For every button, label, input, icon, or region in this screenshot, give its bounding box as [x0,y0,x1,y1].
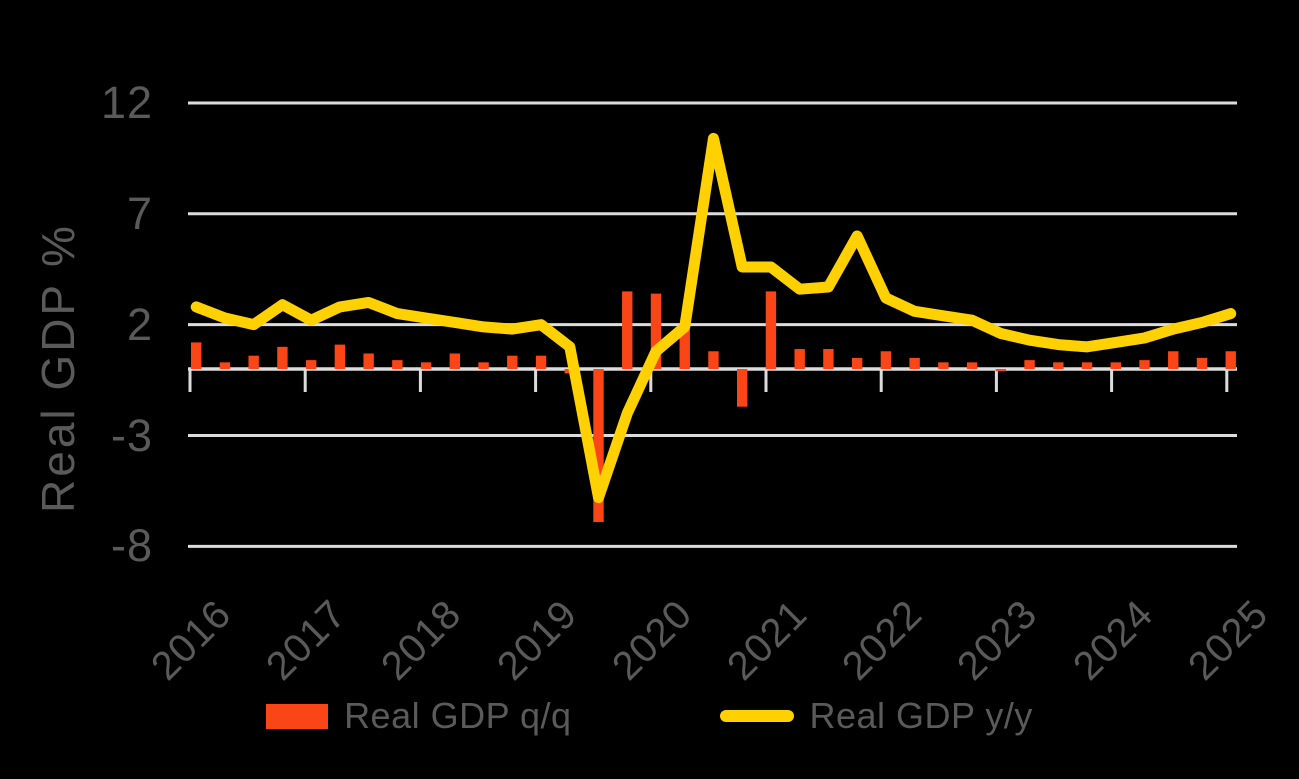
qq-bar-2016-Q3 [248,355,259,369]
qq-bar-2021-Q2 [794,349,805,369]
qq-bar-2019-Q3 [593,369,604,522]
y-axis-title: Real GDP % [32,223,84,513]
qq-bar-2017-Q1 [305,360,317,369]
qq-bar-2021-Q1 [765,291,777,369]
qq-bar-2025-Q1 [1225,351,1236,369]
qq-bar-2023-Q3 [1053,362,1064,369]
qq-bar-2023-Q2 [1024,360,1035,369]
yy-legend-label: Real GDP y/y [809,695,1033,736]
y-tick-label-12: 12 [100,76,153,128]
qq-bar-2016-Q2 [219,362,231,369]
qq-bar-2022-Q4 [966,362,978,369]
qq-bar-2023-Q1 [995,369,1007,372]
qq-bar-2024-Q3 [1168,351,1179,369]
qq-bar-2024-Q2 [1139,360,1150,369]
y-tick-label-2: 2 [126,298,153,350]
legend: Real GDP q/q Real GDP y/y [0,692,1299,740]
legend-item-yy: Real GDP y/y [719,695,1033,737]
legend-item-qq: Real GDP q/q [266,695,571,737]
y-tick-label--8: -8 [110,520,153,572]
qq-bar-2016-Q1 [191,342,202,369]
qq-bar-2023-Q4 [1081,362,1093,369]
qq-bar-2020-Q2 [679,329,690,369]
qq-bar-2018-Q4 [507,355,518,369]
qq-bar-2021-Q4 [851,357,863,369]
qq-bar-2024-Q1 [1110,362,1121,369]
qq-bar-2017-Q4 [392,360,403,369]
qq-bar-2017-Q2 [334,344,346,369]
qq-bar-2018-Q1 [420,362,432,369]
qq-bar-swatch-icon [266,703,329,729]
qq-bar-2021-Q3 [823,349,834,369]
qq-bar-2022-Q2 [909,357,920,369]
qq-bar-2016-Q4 [277,346,288,369]
qq-bar-2022-Q3 [938,362,949,369]
qq-legend-label: Real GDP q/q [344,695,572,736]
qq-bar-2019-Q4 [622,291,633,369]
qq-bar-2022-Q1 [880,351,892,369]
yy-line [190,132,1237,504]
qq-bar-2020-Q4 [737,369,748,407]
yy-line-swatch-icon [719,710,794,722]
y-tick-label--3: -3 [110,409,153,461]
qq-bar-2017-Q3 [363,353,374,369]
qq-bar-2018-Q3 [478,362,489,369]
qq-bar-2020-Q1 [650,293,662,369]
qq-bar-2020-Q3 [708,351,719,369]
qq-bar-2019-Q1 [535,355,547,369]
y-tick-label-7: 7 [126,187,153,239]
qq-bar-2024-Q4 [1196,357,1208,369]
qq-bar-2018-Q2 [449,353,461,369]
